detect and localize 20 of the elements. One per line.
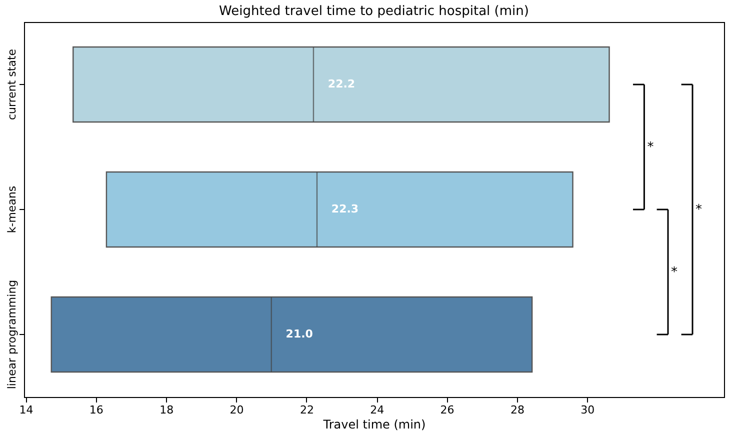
x-tick-label: 20 <box>230 404 244 416</box>
y-tick-label: linear programming <box>6 280 18 390</box>
y-tick-label: k-means <box>6 186 18 234</box>
x-tick-label: 14 <box>19 404 34 416</box>
y-tick-label: current state <box>6 48 18 120</box>
x-tick-label: 26 <box>440 404 454 416</box>
x-tick-label: 28 <box>510 404 524 416</box>
annotation: * <box>671 265 678 280</box>
text: 22.2 <box>328 78 356 90</box>
chart-title: Weighted travel time to pediatric hospital (min) <box>219 4 529 19</box>
x-tick-label: 18 <box>160 404 174 416</box>
annotation: * <box>647 140 654 155</box>
x-axis-title: Travel time (min) <box>322 418 426 432</box>
x-tick-label: 16 <box>89 404 104 416</box>
text: 21.0 <box>286 328 313 340</box>
text: 22.3 <box>331 202 359 216</box>
x-tick-label: 30 <box>580 404 595 416</box>
x-tick-label: 22 <box>300 404 314 416</box>
x-tick-label: 24 <box>370 404 384 416</box>
annotation: * <box>696 202 702 218</box>
